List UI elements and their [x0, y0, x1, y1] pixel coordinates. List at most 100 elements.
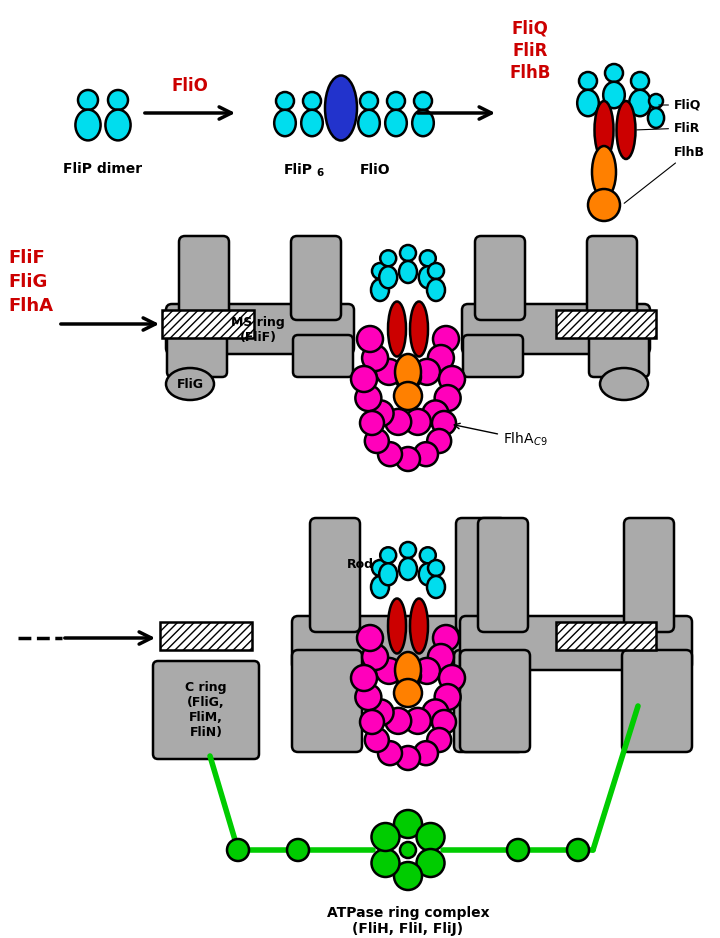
FancyBboxPatch shape — [460, 616, 692, 670]
Ellipse shape — [648, 108, 664, 128]
Circle shape — [423, 700, 449, 725]
Circle shape — [395, 364, 421, 390]
Circle shape — [588, 189, 620, 221]
Text: FliQ: FliQ — [512, 20, 549, 38]
Ellipse shape — [427, 576, 445, 598]
Ellipse shape — [371, 576, 389, 598]
Ellipse shape — [649, 94, 663, 108]
Circle shape — [428, 345, 454, 371]
Ellipse shape — [629, 90, 651, 116]
Ellipse shape — [380, 547, 396, 564]
Circle shape — [405, 409, 431, 435]
Bar — [556, 310, 656, 338]
Ellipse shape — [414, 92, 432, 110]
Circle shape — [396, 746, 420, 770]
Ellipse shape — [331, 110, 351, 134]
Ellipse shape — [395, 354, 421, 390]
Ellipse shape — [395, 652, 421, 688]
Text: FlhA$_{C9}$: FlhA$_{C9}$ — [454, 423, 547, 448]
Text: FliQ: FliQ — [659, 98, 701, 112]
Ellipse shape — [400, 245, 416, 261]
Text: FlhB: FlhB — [624, 145, 705, 204]
Circle shape — [433, 326, 459, 352]
Ellipse shape — [380, 250, 396, 266]
Ellipse shape — [303, 92, 321, 110]
Text: FliR: FliR — [513, 42, 548, 60]
Text: C ring
(FliG,
FliM,
FliN): C ring (FliG, FliM, FliN) — [185, 681, 227, 739]
Bar — [556, 622, 656, 650]
Circle shape — [351, 665, 377, 691]
FancyBboxPatch shape — [167, 335, 227, 377]
Text: FlhA: FlhA — [8, 297, 53, 315]
Ellipse shape — [631, 72, 649, 90]
Ellipse shape — [301, 110, 323, 136]
Circle shape — [428, 644, 454, 670]
Circle shape — [365, 728, 389, 752]
Circle shape — [395, 663, 421, 689]
Text: Rod: Rod — [346, 557, 374, 570]
FancyBboxPatch shape — [463, 335, 523, 377]
Ellipse shape — [427, 279, 445, 301]
Circle shape — [357, 625, 383, 651]
Ellipse shape — [577, 90, 599, 116]
Ellipse shape — [330, 92, 348, 110]
Text: FliP: FliP — [284, 163, 312, 177]
FancyBboxPatch shape — [291, 236, 341, 320]
Bar — [162, 310, 254, 338]
Ellipse shape — [105, 110, 130, 141]
FancyBboxPatch shape — [456, 518, 506, 632]
Text: ATPase ring complex
(FliH, FliI, FliJ): ATPase ring complex (FliH, FliI, FliJ) — [327, 906, 490, 936]
Ellipse shape — [419, 564, 437, 585]
Circle shape — [427, 429, 451, 453]
Ellipse shape — [388, 301, 406, 356]
FancyBboxPatch shape — [624, 518, 674, 632]
Text: FliF: FliF — [8, 249, 45, 267]
FancyBboxPatch shape — [454, 650, 524, 752]
Ellipse shape — [385, 110, 407, 136]
Circle shape — [414, 359, 440, 385]
Ellipse shape — [410, 301, 428, 356]
Circle shape — [435, 386, 461, 411]
Ellipse shape — [579, 72, 597, 90]
Text: 6: 6 — [316, 168, 323, 178]
Ellipse shape — [372, 263, 388, 279]
FancyBboxPatch shape — [292, 650, 362, 752]
Circle shape — [432, 710, 456, 734]
Ellipse shape — [379, 564, 397, 585]
FancyBboxPatch shape — [622, 650, 692, 752]
Circle shape — [400, 842, 416, 858]
Circle shape — [365, 429, 389, 453]
Ellipse shape — [166, 368, 214, 400]
Ellipse shape — [616, 101, 636, 159]
Ellipse shape — [387, 92, 405, 110]
Circle shape — [362, 644, 388, 670]
Circle shape — [394, 382, 422, 410]
Circle shape — [378, 741, 402, 765]
Text: FliO: FliO — [171, 77, 208, 95]
Circle shape — [507, 839, 529, 861]
Circle shape — [362, 345, 388, 371]
Circle shape — [356, 386, 382, 411]
Circle shape — [432, 411, 456, 435]
Bar — [160, 622, 252, 650]
Ellipse shape — [325, 75, 357, 141]
Circle shape — [385, 409, 411, 435]
Circle shape — [423, 401, 449, 427]
Circle shape — [351, 366, 377, 392]
Circle shape — [372, 849, 400, 877]
Ellipse shape — [420, 250, 436, 266]
Ellipse shape — [419, 266, 437, 288]
FancyBboxPatch shape — [166, 304, 354, 354]
Ellipse shape — [388, 598, 406, 654]
FancyBboxPatch shape — [153, 661, 259, 759]
Circle shape — [414, 741, 438, 765]
Circle shape — [414, 658, 440, 684]
FancyBboxPatch shape — [589, 335, 649, 377]
Ellipse shape — [274, 110, 296, 136]
Ellipse shape — [420, 547, 436, 564]
Circle shape — [439, 366, 465, 392]
Circle shape — [360, 710, 384, 734]
Ellipse shape — [603, 82, 625, 108]
Ellipse shape — [78, 90, 98, 110]
Circle shape — [567, 839, 589, 861]
